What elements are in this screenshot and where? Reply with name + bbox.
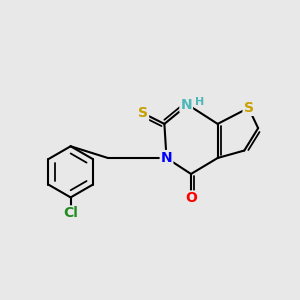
Text: S: S (244, 101, 254, 115)
Text: O: O (185, 191, 197, 206)
Text: S: S (138, 106, 148, 120)
Text: Cl: Cl (63, 206, 78, 220)
Text: N: N (180, 98, 192, 112)
Text: H: H (195, 97, 205, 107)
Text: N: N (161, 151, 172, 165)
